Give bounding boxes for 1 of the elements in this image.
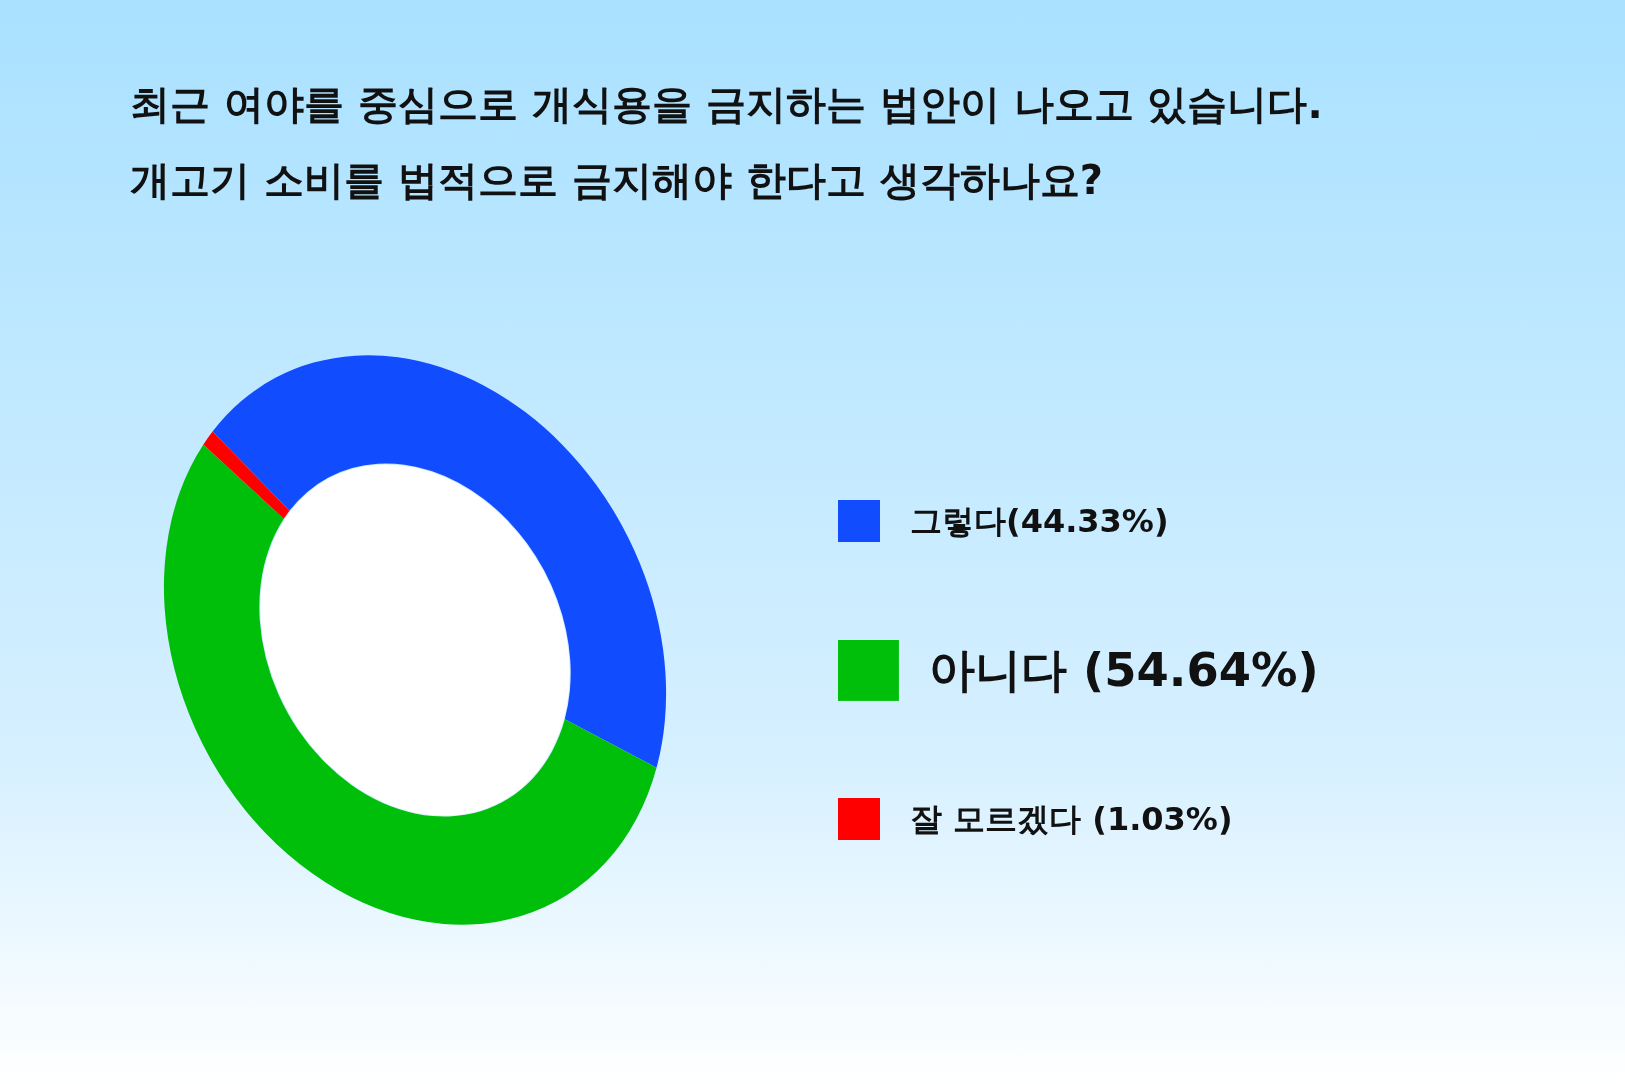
title: 최근 여야를 중심으로 개식용을 금지하는 법안이 나오고 있습니다. 개고기 소비를 법적으로 금지해야 한다고 생각하나요? bbox=[130, 81, 1323, 203]
